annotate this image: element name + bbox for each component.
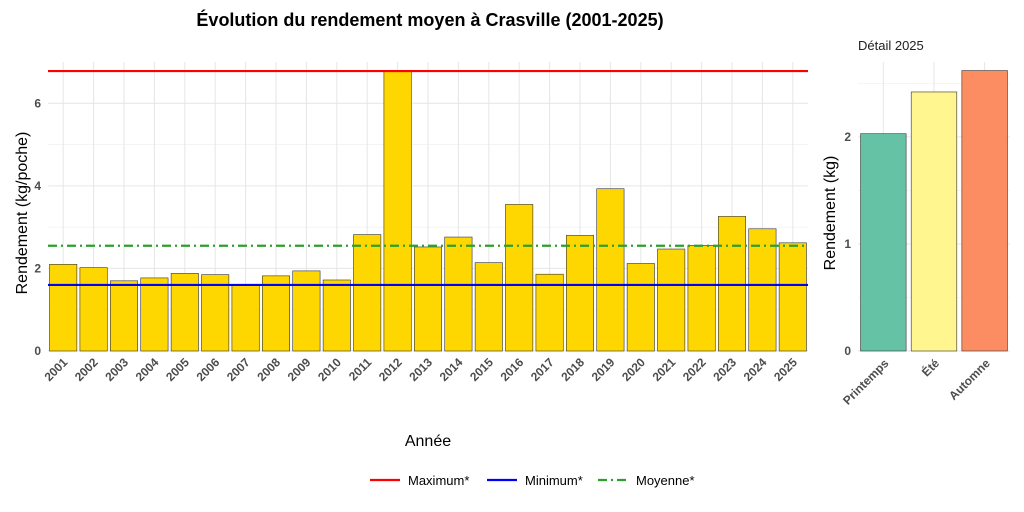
bar-2024 [748, 228, 777, 352]
side-x-ticks: Printemps Été Automne [840, 355, 993, 407]
side-bars [860, 70, 1008, 352]
main-reference-lines [48, 69, 808, 287]
main-chart-title: Évolution du rendement moyen à Crasville… [196, 9, 663, 30]
main-y-tick-label: 0 [34, 344, 41, 358]
main-x-tick-label: 2005 [163, 355, 192, 384]
bar-2001 [49, 263, 78, 352]
main-x-tick-label: 2018 [558, 355, 587, 384]
bar-2011 [353, 234, 382, 352]
main-y-axis-title: Rendement (kg/poche) [14, 132, 31, 295]
main-x-tick-label: 2012 [376, 355, 405, 384]
main-x-tick-label: 2015 [467, 355, 496, 384]
main-x-tick-label: 2021 [650, 355, 679, 384]
main-x-tick-label: 2002 [72, 355, 101, 384]
bar-2018 [566, 235, 594, 352]
side-x-tick-label: Été [918, 355, 942, 379]
bar-2005 [170, 273, 199, 352]
bar-2019 [596, 188, 625, 352]
legend-label: Minimum* [525, 473, 583, 488]
side-x-tick-label: Printemps [840, 356, 892, 408]
bar-2009 [292, 270, 321, 352]
side-bar-automne [961, 70, 1008, 352]
side-bar-printemps [860, 133, 907, 352]
main-x-tick-label: 2025 [771, 355, 800, 384]
main-x-ticks: 2001 2002 2003 2004 2005 2006 2007 2008 2009 2010… [42, 355, 801, 384]
bar-2020 [626, 263, 655, 352]
side-y-axis-title: Rendement (kg) [822, 156, 839, 271]
main-x-tick-label: 2020 [619, 355, 648, 384]
main-x-tick-label: 2011 [346, 355, 375, 384]
main-x-axis-title: Année [405, 433, 451, 450]
bar-2022 [687, 245, 716, 352]
bar-2003 [110, 280, 138, 352]
bar-2012 [383, 70, 412, 352]
main-y-ticks: 0 2 4 6 [34, 96, 41, 358]
main-x-tick-label: 2006 [194, 355, 223, 384]
main-x-tick-label: 2007 [224, 355, 253, 384]
side-chart-panel: 0 1 2 Printemps Été Automne Détail 2025 Rend… [822, 38, 1010, 408]
main-x-tick-label: 2001 [42, 355, 71, 384]
main-x-tick-label: 2008 [254, 355, 283, 384]
bar-2023 [718, 216, 746, 352]
main-y-tick-label: 4 [34, 179, 41, 193]
main-y-tick-label: 6 [34, 96, 41, 110]
bar-2008 [262, 275, 290, 352]
main-x-tick-label: 2009 [285, 355, 314, 384]
bar-2010 [322, 279, 351, 352]
main-x-tick-label: 2014 [437, 355, 466, 384]
bar-2006 [201, 274, 230, 352]
bar-2013 [414, 246, 442, 352]
bar-2014 [444, 236, 473, 352]
bar-2015 [474, 262, 503, 352]
main-x-tick-label: 2023 [710, 355, 739, 384]
main-bars [49, 70, 807, 352]
legend-label: Moyenne* [636, 473, 695, 488]
bar-2025 [778, 242, 807, 352]
side-y-ticks: 0 1 2 [844, 130, 851, 358]
bar-2004 [140, 277, 169, 352]
main-x-tick-label: 2024 [741, 355, 770, 384]
main-x-tick-label: 2017 [528, 355, 557, 384]
side-bar-été [910, 91, 958, 352]
side-y-tick-label: 2 [844, 130, 851, 144]
main-chart-panel: 0 2 4 6 2001 2002 2003 2004 2005 2006 2007 2008 200… [14, 9, 808, 450]
bar-2002 [79, 267, 108, 352]
main-y-tick-label: 2 [34, 261, 41, 275]
bar-2017 [535, 273, 564, 352]
main-x-tick-label: 2003 [102, 355, 131, 384]
main-x-tick-label: 2016 [498, 355, 527, 384]
bar-2021 [657, 248, 686, 352]
main-x-tick-label: 2013 [406, 355, 435, 384]
side-chart-title: Détail 2025 [858, 38, 924, 53]
main-x-tick-label: 2019 [589, 355, 618, 384]
side-y-tick-label: 1 [844, 237, 851, 251]
main-x-tick-label: 2004 [133, 355, 162, 384]
legend-label: Maximum* [408, 473, 469, 488]
bar-2016 [505, 204, 534, 352]
main-x-tick-label: 2010 [315, 355, 344, 384]
bar-2007 [231, 284, 260, 352]
side-x-tick-label: Automne [946, 356, 993, 403]
legend: Maximum* Minimum* Moyenne* [370, 473, 695, 488]
main-x-tick-label: 2022 [680, 355, 709, 384]
side-y-tick-label: 0 [844, 344, 851, 358]
